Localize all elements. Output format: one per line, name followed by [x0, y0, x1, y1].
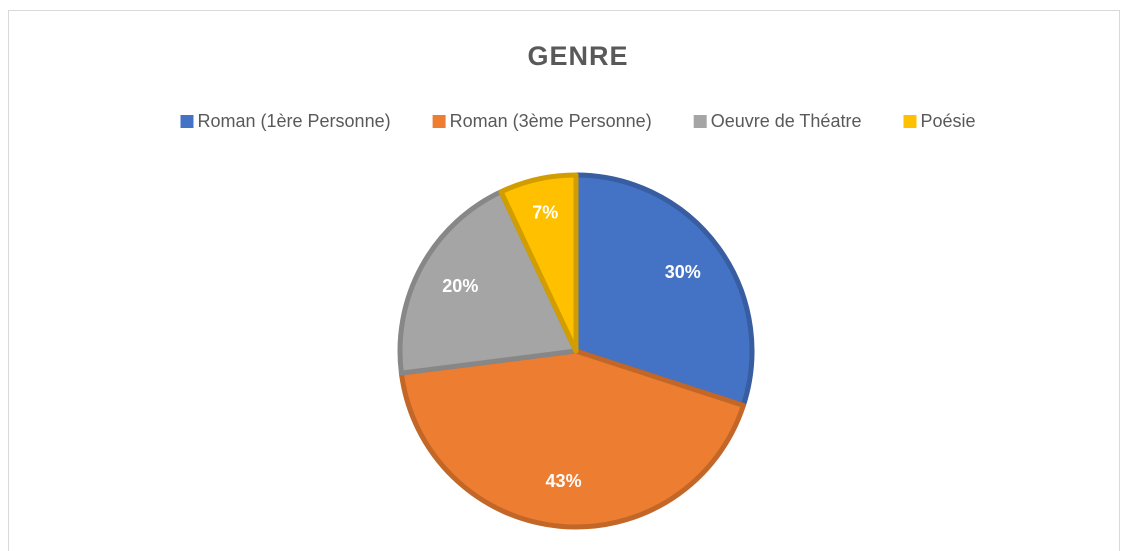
legend-label: Roman (1ère Personne) [197, 111, 390, 131]
legend-swatch [180, 115, 194, 128]
legend-label: Roman (3ème Personne) [450, 111, 652, 131]
legend-item: Oeuvre de Théatre [693, 111, 862, 131]
legend-item: Roman (1ère Personne) [180, 111, 391, 131]
pie-slice [398, 348, 746, 530]
pie-slice [573, 172, 755, 408]
data-label: 30% [665, 262, 701, 282]
data-label: 43% [546, 471, 582, 491]
data-label: 20% [442, 276, 478, 296]
legend-item: Roman (3ème Personne) [432, 111, 652, 131]
legend-item: Poésie [903, 111, 976, 131]
legend-label: Oeuvre de Théatre [711, 111, 862, 131]
data-label: 7% [532, 202, 558, 222]
pie-slice [397, 189, 579, 376]
legend-label: Poésie [920, 111, 975, 131]
chart-title: GENRE [527, 41, 628, 71]
legend-swatch [693, 115, 707, 128]
legend-swatch [432, 115, 446, 128]
pie-slice [498, 172, 579, 354]
legend-swatch [903, 115, 917, 128]
